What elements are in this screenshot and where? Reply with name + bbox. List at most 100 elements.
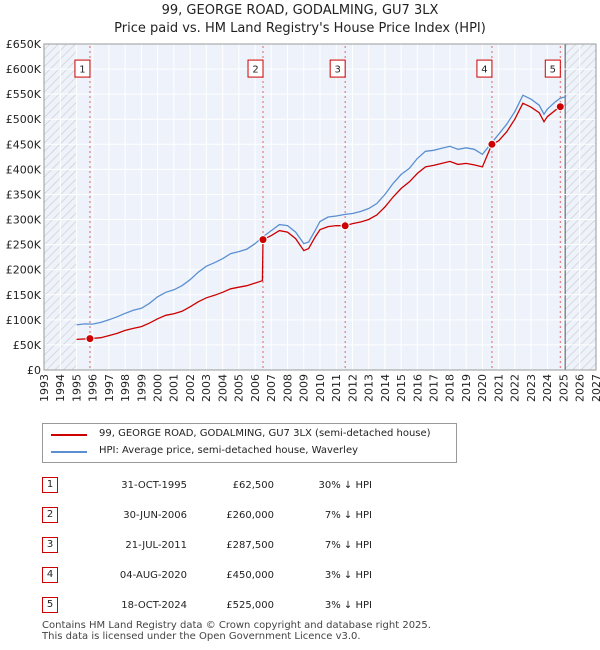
sale-number-badge: 3 [42, 537, 58, 553]
y-tick-label: £400K [6, 163, 42, 176]
legend-label-price: 99, GEORGE ROAD, GODALMING, GU7 3LX (sem… [99, 428, 431, 439]
sale-label-box [476, 59, 493, 78]
x-tick-label: 2016 [411, 374, 424, 402]
x-tick-label: 2018 [444, 374, 457, 402]
chart-legend: 99, GEORGE ROAD, GODALMING, GU7 3LX (sem… [42, 423, 457, 463]
x-tick-label: 2025 [557, 374, 570, 402]
x-tick-label: 1997 [103, 374, 116, 402]
y-tick-label: £350K [6, 188, 42, 201]
sale-number-badge: 1 [42, 477, 58, 493]
table-row: 5 18-OCT-2024 £525,000 3% ↓ HPI [42, 590, 372, 620]
x-tick-label: 2024 [541, 374, 554, 402]
price-paid-series-line [76, 102, 566, 341]
sale-number-badge: 4 [42, 567, 58, 583]
chart-title: 99, GEORGE ROAD, GODALMING, GU7 3LX [161, 3, 439, 18]
sale-point [340, 221, 350, 231]
x-tick-label: 2015 [395, 374, 408, 402]
x-tick-label: 1996 [87, 374, 100, 402]
x-tick-label: 2000 [151, 374, 164, 402]
x-tick-label: 2005 [233, 374, 246, 402]
x-tick-label: 2021 [492, 374, 505, 402]
x-tick-label: 2006 [249, 374, 262, 402]
x-tick-label: 2017 [427, 374, 440, 402]
x-tick-label: 2001 [168, 374, 181, 402]
sale-label-box [329, 59, 346, 78]
sale-date: 30-JUN-2006 [123, 509, 187, 521]
sale-point [555, 102, 565, 112]
table-row: 2 30-JUN-2006 £260,000 7% ↓ HPI [42, 500, 372, 530]
sale-date: 31-OCT-1995 [121, 479, 187, 491]
x-tick-label: 2020 [476, 374, 489, 402]
x-tick-label: 2009 [298, 374, 311, 402]
price-chart: 1 2 3 4 5 £0 £50K £100K £150K £200K £250K £300K £35… [6, 38, 600, 402]
sale-price: £287,500 [226, 539, 274, 551]
table-row: 1 31-OCT-1995 £62,500 30% ↓ HPI [42, 470, 372, 500]
x-tick-label: 2012 [346, 374, 359, 402]
sale-number-badge: 5 [42, 597, 58, 613]
legend-line-price [51, 434, 87, 436]
sale-label-number: 3 [334, 65, 340, 76]
x-tick-label: 2019 [460, 374, 473, 402]
x-tick-label: 2023 [525, 374, 538, 402]
hpi-series-line [76, 94, 566, 326]
x-tick-label: 2027 [590, 374, 600, 402]
x-tick-label: 1998 [119, 374, 132, 402]
sale-price: £525,000 [226, 599, 274, 611]
sale-number-badge: 2 [42, 507, 58, 523]
x-tick-label: 1994 [54, 374, 67, 402]
x-tick-label: 1999 [135, 374, 148, 402]
footer-licence: This data is licensed under the Open Gov… [42, 631, 361, 642]
x-tick-label: 2022 [509, 374, 522, 402]
x-tick-label: 1995 [70, 374, 83, 402]
y-tick-label: £450K [6, 138, 42, 151]
x-tick-label: 2011 [330, 374, 343, 402]
y-tick-label: £600K [6, 63, 42, 76]
sale-label-number: 2 [252, 65, 258, 76]
y-tick-label: £650K [6, 38, 42, 51]
sale-label-number: 5 [550, 65, 556, 76]
x-tick-label: 2007 [265, 374, 278, 402]
y-tick-label: £0 [27, 364, 41, 377]
footer-copyright: Contains HM Land Registry data © Crown c… [42, 620, 431, 631]
sale-date: 18-OCT-2024 [121, 599, 187, 611]
sale-hpi-diff: 7% ↓ HPI [324, 509, 372, 521]
y-tick-label: £250K [6, 239, 42, 252]
x-tick-label: 2002 [184, 374, 197, 402]
sale-price: £260,000 [226, 509, 274, 521]
plot-frame [43, 43, 597, 371]
x-tick-label: 2010 [314, 374, 327, 402]
y-tick-label: £300K [6, 214, 42, 227]
x-tick-label: 2026 [574, 374, 587, 402]
chart-subtitle: Price paid vs. HM Land Registry's House … [114, 21, 486, 36]
sale-label-box [544, 59, 561, 78]
y-tick-label: £150K [6, 289, 42, 302]
legend-label-hpi: HPI: Average price, semi-detached house,… [99, 445, 359, 456]
x-tick-label: 1993 [38, 374, 51, 402]
table-row: 4 04-AUG-2020 £450,000 3% ↓ HPI [42, 560, 372, 590]
sale-label-number: 1 [79, 65, 85, 76]
y-tick-label: £500K [6, 113, 42, 126]
sale-point [258, 235, 268, 245]
sale-hpi-diff: 7% ↓ HPI [324, 539, 372, 551]
sale-label-box [247, 59, 264, 78]
y-tick-label: £100K [6, 314, 42, 327]
y-tick-label: £550K [6, 88, 42, 101]
y-tick-label: £50K [13, 339, 42, 352]
sale-price: £62,500 [232, 479, 274, 491]
sale-hpi-diff: 3% ↓ HPI [324, 569, 372, 581]
table-row: 3 21-JUL-2011 £287,500 7% ↓ HPI [42, 530, 372, 560]
sale-label-number: 4 [481, 65, 487, 76]
x-tick-label: 2003 [200, 374, 213, 402]
sale-label-box [74, 59, 91, 78]
x-tick-label: 2008 [281, 374, 294, 402]
x-tick-label: 2013 [363, 374, 376, 402]
x-tick-label: 2014 [379, 374, 392, 402]
sales-table: 1 31-OCT-1995 £62,500 30% ↓ HPI 2 30-JUN… [42, 470, 372, 620]
sale-point [487, 139, 497, 149]
y-tick-label: £200K [6, 264, 42, 277]
legend-line-hpi [51, 451, 87, 453]
x-tick-label: 2004 [216, 374, 229, 402]
sale-date: 04-AUG-2020 [119, 569, 187, 581]
footer: Contains HM Land Registry data © Crown c… [42, 620, 431, 642]
